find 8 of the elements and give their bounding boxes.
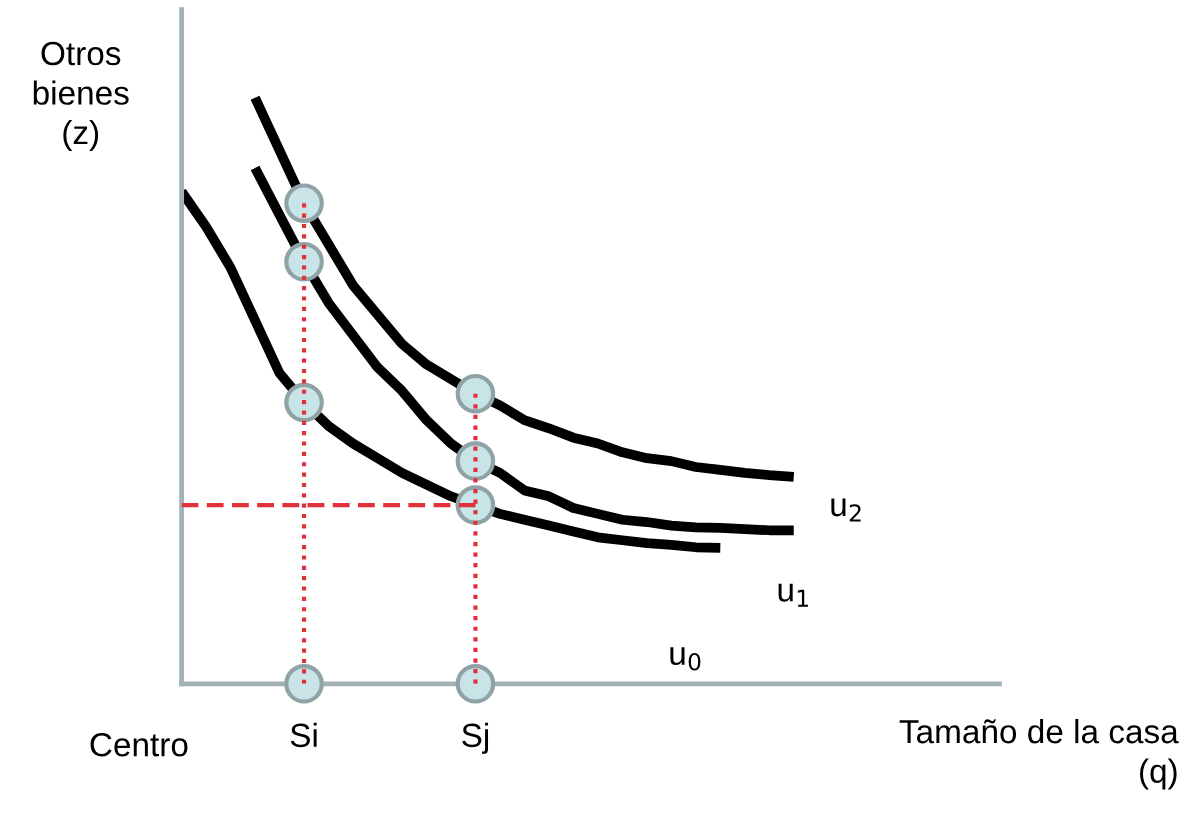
text: u$_{0}$ (670, 647, 701, 671)
text: Centro (90, 732, 188, 757)
series-label: u$_{1}$ (778, 583, 808, 607)
series-label: u$_{2}$ (831, 498, 861, 522)
y-axis-title: Otros bienes (z) (33, 41, 129, 151)
x-axis-title: Tamaño de la casa (q) (899, 718, 1179, 790)
x-tick-label: Sj (462, 722, 489, 754)
x-tick-label: Si (290, 722, 317, 748)
